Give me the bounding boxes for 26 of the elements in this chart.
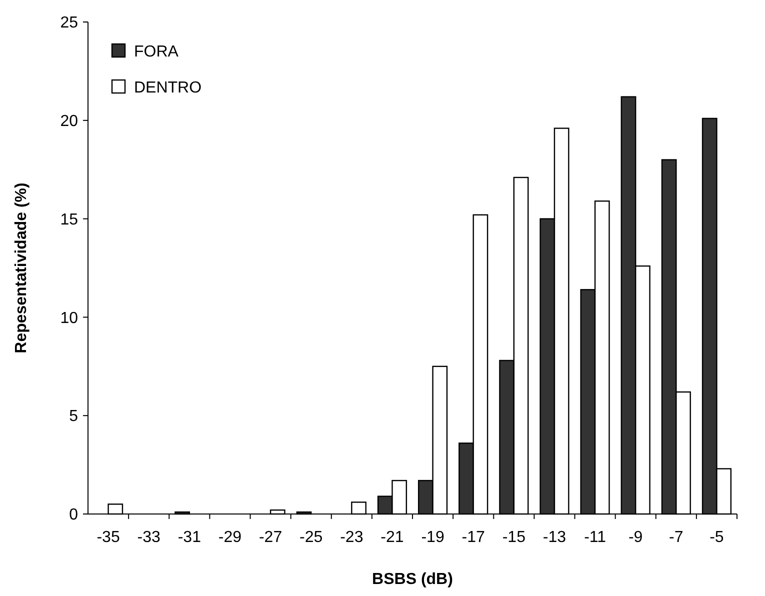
x-axis-title: BSBS (dB) (372, 571, 453, 588)
y-tick-label: 25 (60, 14, 78, 32)
y-tick-label: 5 (69, 408, 78, 426)
x-tick-label: -17 (462, 529, 486, 546)
x-tick-label: -23 (340, 529, 364, 546)
x-tick-label: -21 (380, 529, 404, 546)
legend-label: DENTRO (134, 80, 202, 97)
x-tick-label: -7 (669, 529, 684, 546)
x-tick-label: -11 (584, 529, 606, 546)
x-tick-label: -31 (178, 529, 202, 546)
y-tick-label: 10 (60, 310, 78, 327)
x-tick-label: -25 (300, 529, 323, 546)
y-tick-label: 20 (60, 113, 78, 130)
x-tick-label: -9 (628, 529, 643, 546)
x-tick-label: -35 (96, 529, 120, 546)
x-tick-label: -27 (258, 529, 282, 546)
y-axis-title: Repesentatividade (%) (13, 182, 30, 354)
legend-label: FORA (134, 44, 179, 61)
x-tick-label: -29 (218, 529, 242, 546)
x-tick-label: -33 (137, 529, 161, 546)
x-tick-label: -15 (502, 529, 526, 546)
x-tick-label: -19 (421, 529, 444, 546)
y-tick-label: 15 (60, 211, 78, 228)
y-tick-label: 0 (69, 506, 78, 524)
x-tick-label: -5 (710, 529, 724, 546)
x-tick-label: -13 (542, 529, 566, 546)
